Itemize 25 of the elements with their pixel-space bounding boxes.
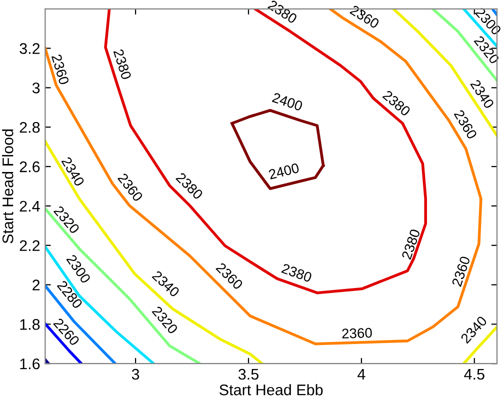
x-axis-title: Start Head Ebb [220, 384, 323, 396]
y-tick-label: 3 [32, 82, 40, 94]
y-tick-label: 2.2 [20, 240, 40, 251]
annotation: 2400 [272, 92, 304, 112]
annotation: 2360 [51, 54, 70, 86]
y-tick-label: 2.4 [20, 200, 40, 212]
annotation: 2360 [349, 4, 380, 29]
y-tick-label: 1.8 [20, 319, 40, 330]
y-tick-label: 1.6 [20, 358, 40, 370]
annotation: 2380 [113, 48, 132, 80]
annotation: 2360 [342, 328, 372, 339]
annotation: 2380 [267, 0, 298, 24]
y-tick-label: 2.8 [20, 122, 40, 133]
x-tick-label: 3 [132, 368, 140, 380]
annotation: 2380 [281, 263, 312, 282]
annotation: 2360 [452, 256, 470, 287]
y-tick-label: 2.6 [20, 161, 40, 172]
x-tick-label: 3.5 [238, 368, 258, 380]
y-tick-label: 3.2 [20, 43, 40, 54]
x-tick-label: 4.5 [464, 369, 484, 380]
y-tick-label: 2 [32, 280, 40, 290]
annotation: 2380 [401, 228, 420, 260]
x-tick-label: 4 [358, 369, 366, 380]
annotation: 2400 [268, 162, 300, 180]
y-axis-title: Start Head Flood [2, 129, 14, 244]
